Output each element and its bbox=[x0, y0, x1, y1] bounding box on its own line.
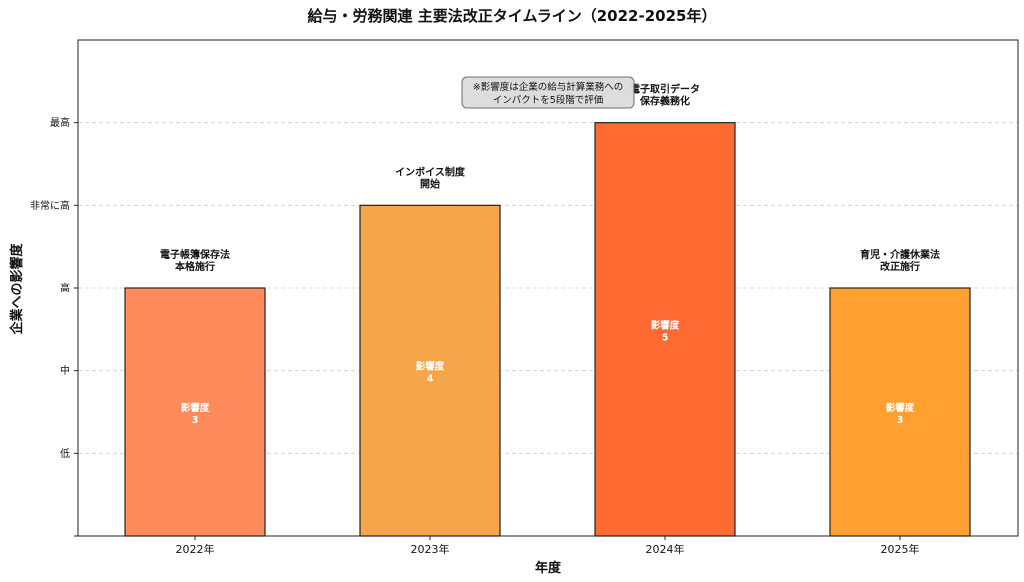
bar-inner-label: 影響度 bbox=[181, 402, 210, 414]
bar bbox=[124, 287, 266, 537]
y-tick-label: 最高 bbox=[50, 116, 70, 129]
bars bbox=[124, 122, 971, 537]
x-tick-label: 2024年 bbox=[646, 542, 685, 556]
x-tick-label: 2022年 bbox=[176, 542, 215, 556]
bar-value-label: 3 bbox=[192, 415, 199, 426]
chart-title: 給与・労務関連 主要法改正タイムライン（2022-2025年） bbox=[308, 7, 717, 25]
bar-top-label: 改正施行 bbox=[880, 260, 920, 273]
bar-top-label: 開始 bbox=[420, 177, 440, 190]
bar-value-label: 3 bbox=[897, 415, 904, 426]
y-tick-label: 非常に高 bbox=[30, 199, 70, 212]
y-tick-label: 低 bbox=[60, 447, 70, 460]
x-axis-title: 年度 bbox=[535, 560, 562, 576]
annotation-box: ※影響度は企業の給与計算業務への インパクトを5段階で評価 bbox=[461, 76, 635, 109]
y-ticks: 低 中 高 非常に高 最高 bbox=[30, 116, 78, 537]
bar-top-label: 本格施行 bbox=[175, 260, 215, 273]
bar-top-label: 育児・介護休業法 bbox=[860, 248, 940, 261]
bar-inner-label: 影響度 bbox=[886, 402, 915, 414]
annotation-background bbox=[461, 76, 635, 109]
bar-top-label: インボイス制度 bbox=[395, 165, 466, 178]
bar-top-label: 電子帳簿保存法 bbox=[160, 248, 230, 261]
x-tick-label: 2023年 bbox=[411, 542, 450, 556]
bar bbox=[594, 122, 736, 537]
bar-inner-label: 影響度 bbox=[416, 361, 445, 373]
y-axis-title: 企業への影響度 bbox=[9, 243, 25, 336]
annotation-line-2: インパクトを5段階で評価 bbox=[493, 94, 604, 106]
bar-labels: 影響度3電子帳簿保存法本格施行影響度4インボイス制度開始影響度5電子取引データ保… bbox=[160, 83, 940, 426]
x-tick-label: 2025年 bbox=[881, 542, 920, 556]
x-ticks: 2022年 2023年 2024年 2025年 bbox=[176, 536, 920, 556]
bar-value-label: 4 bbox=[427, 374, 434, 385]
y-tick-label: 中 bbox=[60, 364, 70, 377]
bar-value-label: 5 bbox=[662, 332, 669, 343]
bar-inner-label: 影響度 bbox=[651, 319, 680, 331]
annotation-line-1: ※影響度は企業の給与計算業務への bbox=[473, 81, 623, 93]
bar bbox=[829, 287, 971, 537]
bar-top-label: 電子取引データ bbox=[630, 83, 700, 96]
bar-top-label: 保存義務化 bbox=[639, 95, 690, 108]
bar bbox=[359, 204, 501, 537]
y-tick-label: 高 bbox=[60, 282, 70, 295]
